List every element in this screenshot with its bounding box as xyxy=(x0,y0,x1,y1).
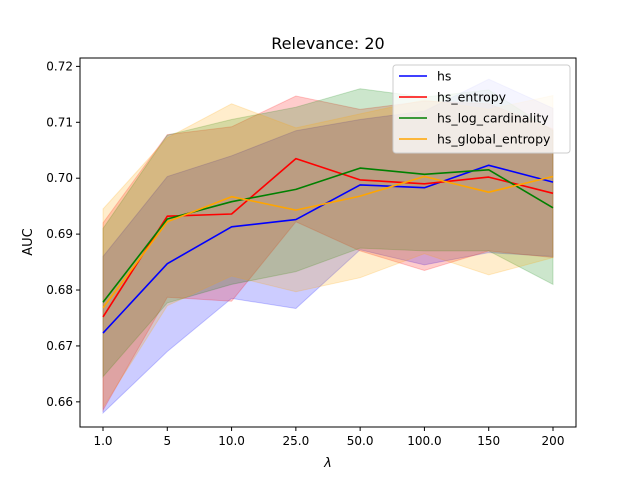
x-tick-label: 150 xyxy=(477,434,500,448)
legend-label-hs_global_entropy: hs_global_entropy xyxy=(437,132,551,147)
legend-label-hs: hs xyxy=(437,69,451,84)
y-axis: 0.66 0.67 0.68 0.69 0.70 0.71 0.72 xyxy=(46,59,80,409)
x-tick-label: 100.0 xyxy=(407,434,441,448)
series-lines xyxy=(102,157,554,334)
x-tick-label: 1.0 xyxy=(93,434,112,448)
y-tick-label: 0.66 xyxy=(46,395,73,409)
band-hs_log_cardinality xyxy=(102,88,554,379)
x-axis-label: λ xyxy=(323,456,332,471)
line-hs_global_entropy xyxy=(102,175,554,309)
y-tick-label: 0.70 xyxy=(46,171,73,185)
y-tick-label: 0.67 xyxy=(46,339,73,353)
band-hs_entropy xyxy=(102,95,554,413)
line-hs_log_cardinality xyxy=(102,167,554,303)
y-tick-label: 0.69 xyxy=(46,227,73,241)
x-tick-label: 50.0 xyxy=(347,434,374,448)
chart-title: Relevance: 20 xyxy=(271,34,384,53)
y-tick-label: 0.68 xyxy=(46,283,73,297)
legend-label-hs_entropy: hs_entropy xyxy=(437,90,507,105)
x-axis: 1.0 5 10.0 25.0 50.0 100.0 150 200 xyxy=(93,427,564,448)
legend-label-hs_log_cardinality: hs_log_cardinality xyxy=(437,111,549,126)
line-hs xyxy=(102,164,554,334)
legend-box xyxy=(392,64,571,154)
x-tick-label: 25.0 xyxy=(282,434,309,448)
y-tick-label: 0.72 xyxy=(46,59,73,73)
x-tick-label: 10.0 xyxy=(218,434,245,448)
y-tick-label: 0.71 xyxy=(46,115,73,129)
legend: hs hs_entropy hs_log_cardinality hs_global_… xyxy=(392,64,571,154)
y-axis-label: AUC xyxy=(21,228,36,256)
band-hs xyxy=(102,78,554,415)
x-tick-label: 200 xyxy=(542,434,565,448)
plot-frame xyxy=(79,57,577,428)
x-tick-label: 5 xyxy=(163,434,171,448)
